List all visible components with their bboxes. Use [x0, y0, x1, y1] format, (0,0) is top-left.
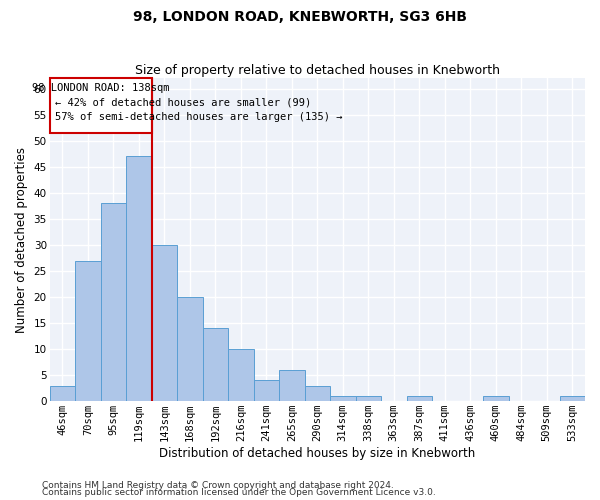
Text: 57% of semi-detached houses are larger (135) →: 57% of semi-detached houses are larger (…	[55, 112, 342, 122]
Text: 98, LONDON ROAD, KNEBWORTH, SG3 6HB: 98, LONDON ROAD, KNEBWORTH, SG3 6HB	[133, 10, 467, 24]
Bar	[483, 396, 509, 401]
Bar	[75, 260, 101, 401]
Bar	[279, 370, 305, 401]
FancyBboxPatch shape	[50, 78, 152, 133]
Bar	[126, 156, 152, 401]
Bar	[254, 380, 279, 401]
Text: Contains public sector information licensed under the Open Government Licence v3: Contains public sector information licen…	[42, 488, 436, 497]
Text: ← 42% of detached houses are smaller (99): ← 42% of detached houses are smaller (99…	[55, 98, 311, 108]
Bar	[407, 396, 432, 401]
Text: Contains HM Land Registry data © Crown copyright and database right 2024.: Contains HM Land Registry data © Crown c…	[42, 480, 394, 490]
Bar	[177, 297, 203, 401]
Bar	[356, 396, 381, 401]
Bar	[203, 328, 228, 401]
Bar	[228, 349, 254, 401]
Y-axis label: Number of detached properties: Number of detached properties	[15, 146, 28, 332]
Bar	[50, 386, 75, 401]
Title: Size of property relative to detached houses in Knebworth: Size of property relative to detached ho…	[135, 64, 500, 77]
Bar	[330, 396, 356, 401]
Bar	[152, 245, 177, 401]
Bar	[305, 386, 330, 401]
Bar	[560, 396, 585, 401]
Bar	[101, 203, 126, 401]
Text: 98 LONDON ROAD: 138sqm: 98 LONDON ROAD: 138sqm	[32, 84, 169, 94]
X-axis label: Distribution of detached houses by size in Knebworth: Distribution of detached houses by size …	[159, 447, 475, 460]
